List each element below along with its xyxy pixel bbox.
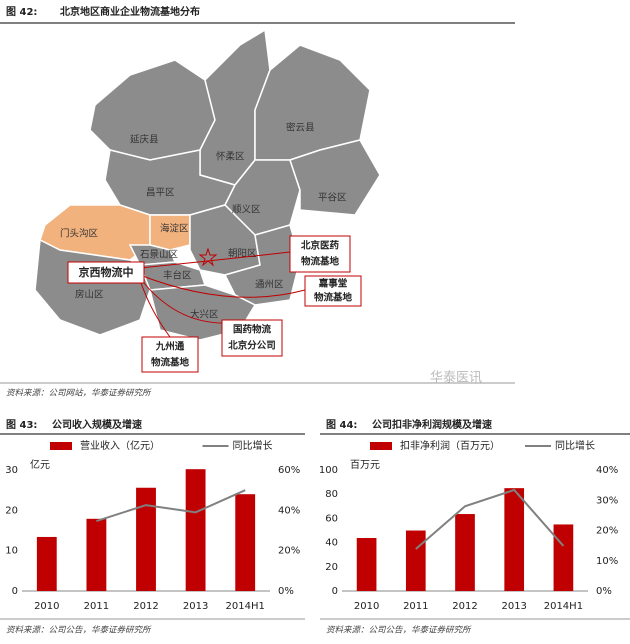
callout-box — [304, 275, 362, 307]
x-tick-label: 2014H1 — [226, 601, 265, 612]
district-label: 大兴区 — [190, 309, 219, 321]
district — [149, 214, 191, 251]
y-axis-label: 百万元 — [350, 459, 380, 471]
callout-box — [67, 261, 145, 284]
district-label: 延庆县 — [130, 134, 159, 146]
callout-text: 九州通 — [155, 341, 185, 353]
callout-box — [289, 235, 351, 273]
y-tick-label: 100 — [319, 465, 338, 476]
callout-text: 物流基地 — [151, 357, 190, 369]
legend-swatch — [370, 442, 392, 450]
district-label: 石景山区 — [140, 250, 179, 261]
district-label: 房山区 — [75, 289, 104, 301]
y-tick-label: 10 — [5, 546, 18, 557]
x-tick-label: 2010 — [34, 601, 59, 612]
x-tick-label: 2010 — [354, 601, 379, 612]
legend-swatch — [50, 442, 72, 450]
callout-box — [141, 336, 199, 373]
figure-label: 图 43: — [6, 419, 37, 431]
legend-label: 同比增长 — [555, 439, 595, 452]
district-label: 密云县 — [286, 122, 315, 134]
y-tick-label: 20 — [5, 505, 18, 516]
bar — [235, 494, 256, 591]
y-axis-label: 亿元 — [30, 458, 50, 471]
y-tick-label: 30 — [5, 465, 18, 476]
bar — [36, 536, 57, 591]
district-label: 门头沟区 — [60, 228, 99, 240]
figure-42: 图 42: 北京地区商业企业物流基地分布 延庆县 怀柔区 密云县 昌平区 顺义区… — [0, 5, 515, 399]
x-tick-label: 2013 — [183, 601, 208, 612]
map: 延庆县 怀柔区 密云县 昌平区 顺义区 平谷区 门头沟区 海淀区 石景山区 朝阳… — [34, 28, 381, 373]
y-tick-label: 0 — [12, 586, 18, 597]
chart-title: 公司扣非净利润规模及增速 — [372, 418, 492, 431]
y2-tick-label: 10% — [596, 556, 618, 567]
bar — [504, 488, 525, 591]
district-label: 昌平区 — [146, 188, 175, 199]
figure-label: 图 44: — [326, 419, 357, 431]
watermark: 华泰医讯 — [430, 371, 482, 386]
legend-label: 扣非净利润（百万元） — [400, 439, 500, 452]
callout-text: 国药物流 — [233, 324, 272, 336]
bar — [553, 524, 574, 591]
arrow — [139, 279, 171, 338]
arrow — [139, 251, 291, 269]
y-tick-label: 60 — [325, 513, 338, 524]
source: 资料来源：公司公告，华泰证券研究所 — [326, 625, 472, 636]
y2-tick-label: 30% — [596, 495, 618, 506]
district-label: 怀柔区 — [216, 151, 245, 163]
line — [415, 488, 565, 550]
source: 资料来源：公司网站，华泰证券研究所 — [6, 388, 152, 399]
callout-text: 物流基地 — [314, 292, 353, 304]
callout-text: 嘉事堂 — [318, 278, 348, 290]
figure-label: 图 42: — [6, 6, 37, 18]
legend-label: 营业收入（亿元） — [80, 439, 160, 452]
district-label: 朝阳区 — [228, 249, 257, 260]
y2-tick-label: 60% — [278, 465, 300, 476]
district-label: 丰台区 — [163, 270, 192, 282]
legend-label: 同比增长 — [233, 439, 273, 452]
y2-tick-label: 20% — [278, 546, 300, 557]
line — [96, 489, 246, 522]
y-tick-label: 80 — [325, 489, 338, 500]
y2-tick-label: 0% — [278, 586, 294, 597]
bar — [136, 487, 156, 591]
callout-box — [221, 319, 283, 357]
y2-tick-label: 20% — [596, 526, 618, 537]
y2-tick-label: 40% — [596, 465, 618, 476]
arrow — [139, 274, 306, 298]
x-tick-label: 2012 — [452, 601, 477, 612]
district-label: 平谷区 — [318, 193, 347, 204]
callout-text: 北京医药 — [301, 240, 340, 252]
district — [289, 139, 381, 216]
bar — [185, 469, 206, 591]
y-tick-label: 0 — [332, 586, 338, 597]
chart-title: 公司收入规模及增速 — [52, 418, 142, 431]
district-label: 顺义区 — [232, 205, 261, 216]
bar — [356, 538, 377, 591]
bar — [455, 514, 475, 591]
y2-tick-label: 40% — [278, 505, 300, 516]
district-label: 海淀区 — [160, 223, 189, 235]
district-label: 通州区 — [255, 280, 284, 291]
y-tick-label: 20 — [325, 562, 338, 573]
callout-text: 京西物流中 — [79, 265, 134, 279]
x-tick-label: 2012 — [133, 601, 158, 612]
bar — [86, 518, 107, 591]
x-tick-label: 2014H1 — [544, 601, 583, 612]
y-tick-label: 40 — [325, 538, 338, 549]
callout-text: 物流基地 — [301, 256, 340, 268]
figure-title: 北京地区商业企业物流基地分布 — [60, 5, 200, 18]
x-tick-label: 2011 — [84, 601, 109, 612]
callout-text: 北京分公司 — [228, 340, 276, 352]
source: 资料来源：公司公告，华泰证券研究所 — [6, 625, 152, 636]
y2-tick-label: 0% — [596, 586, 612, 597]
x-tick-label: 2011 — [403, 601, 428, 612]
bar — [405, 530, 426, 591]
x-tick-label: 2013 — [501, 601, 526, 612]
